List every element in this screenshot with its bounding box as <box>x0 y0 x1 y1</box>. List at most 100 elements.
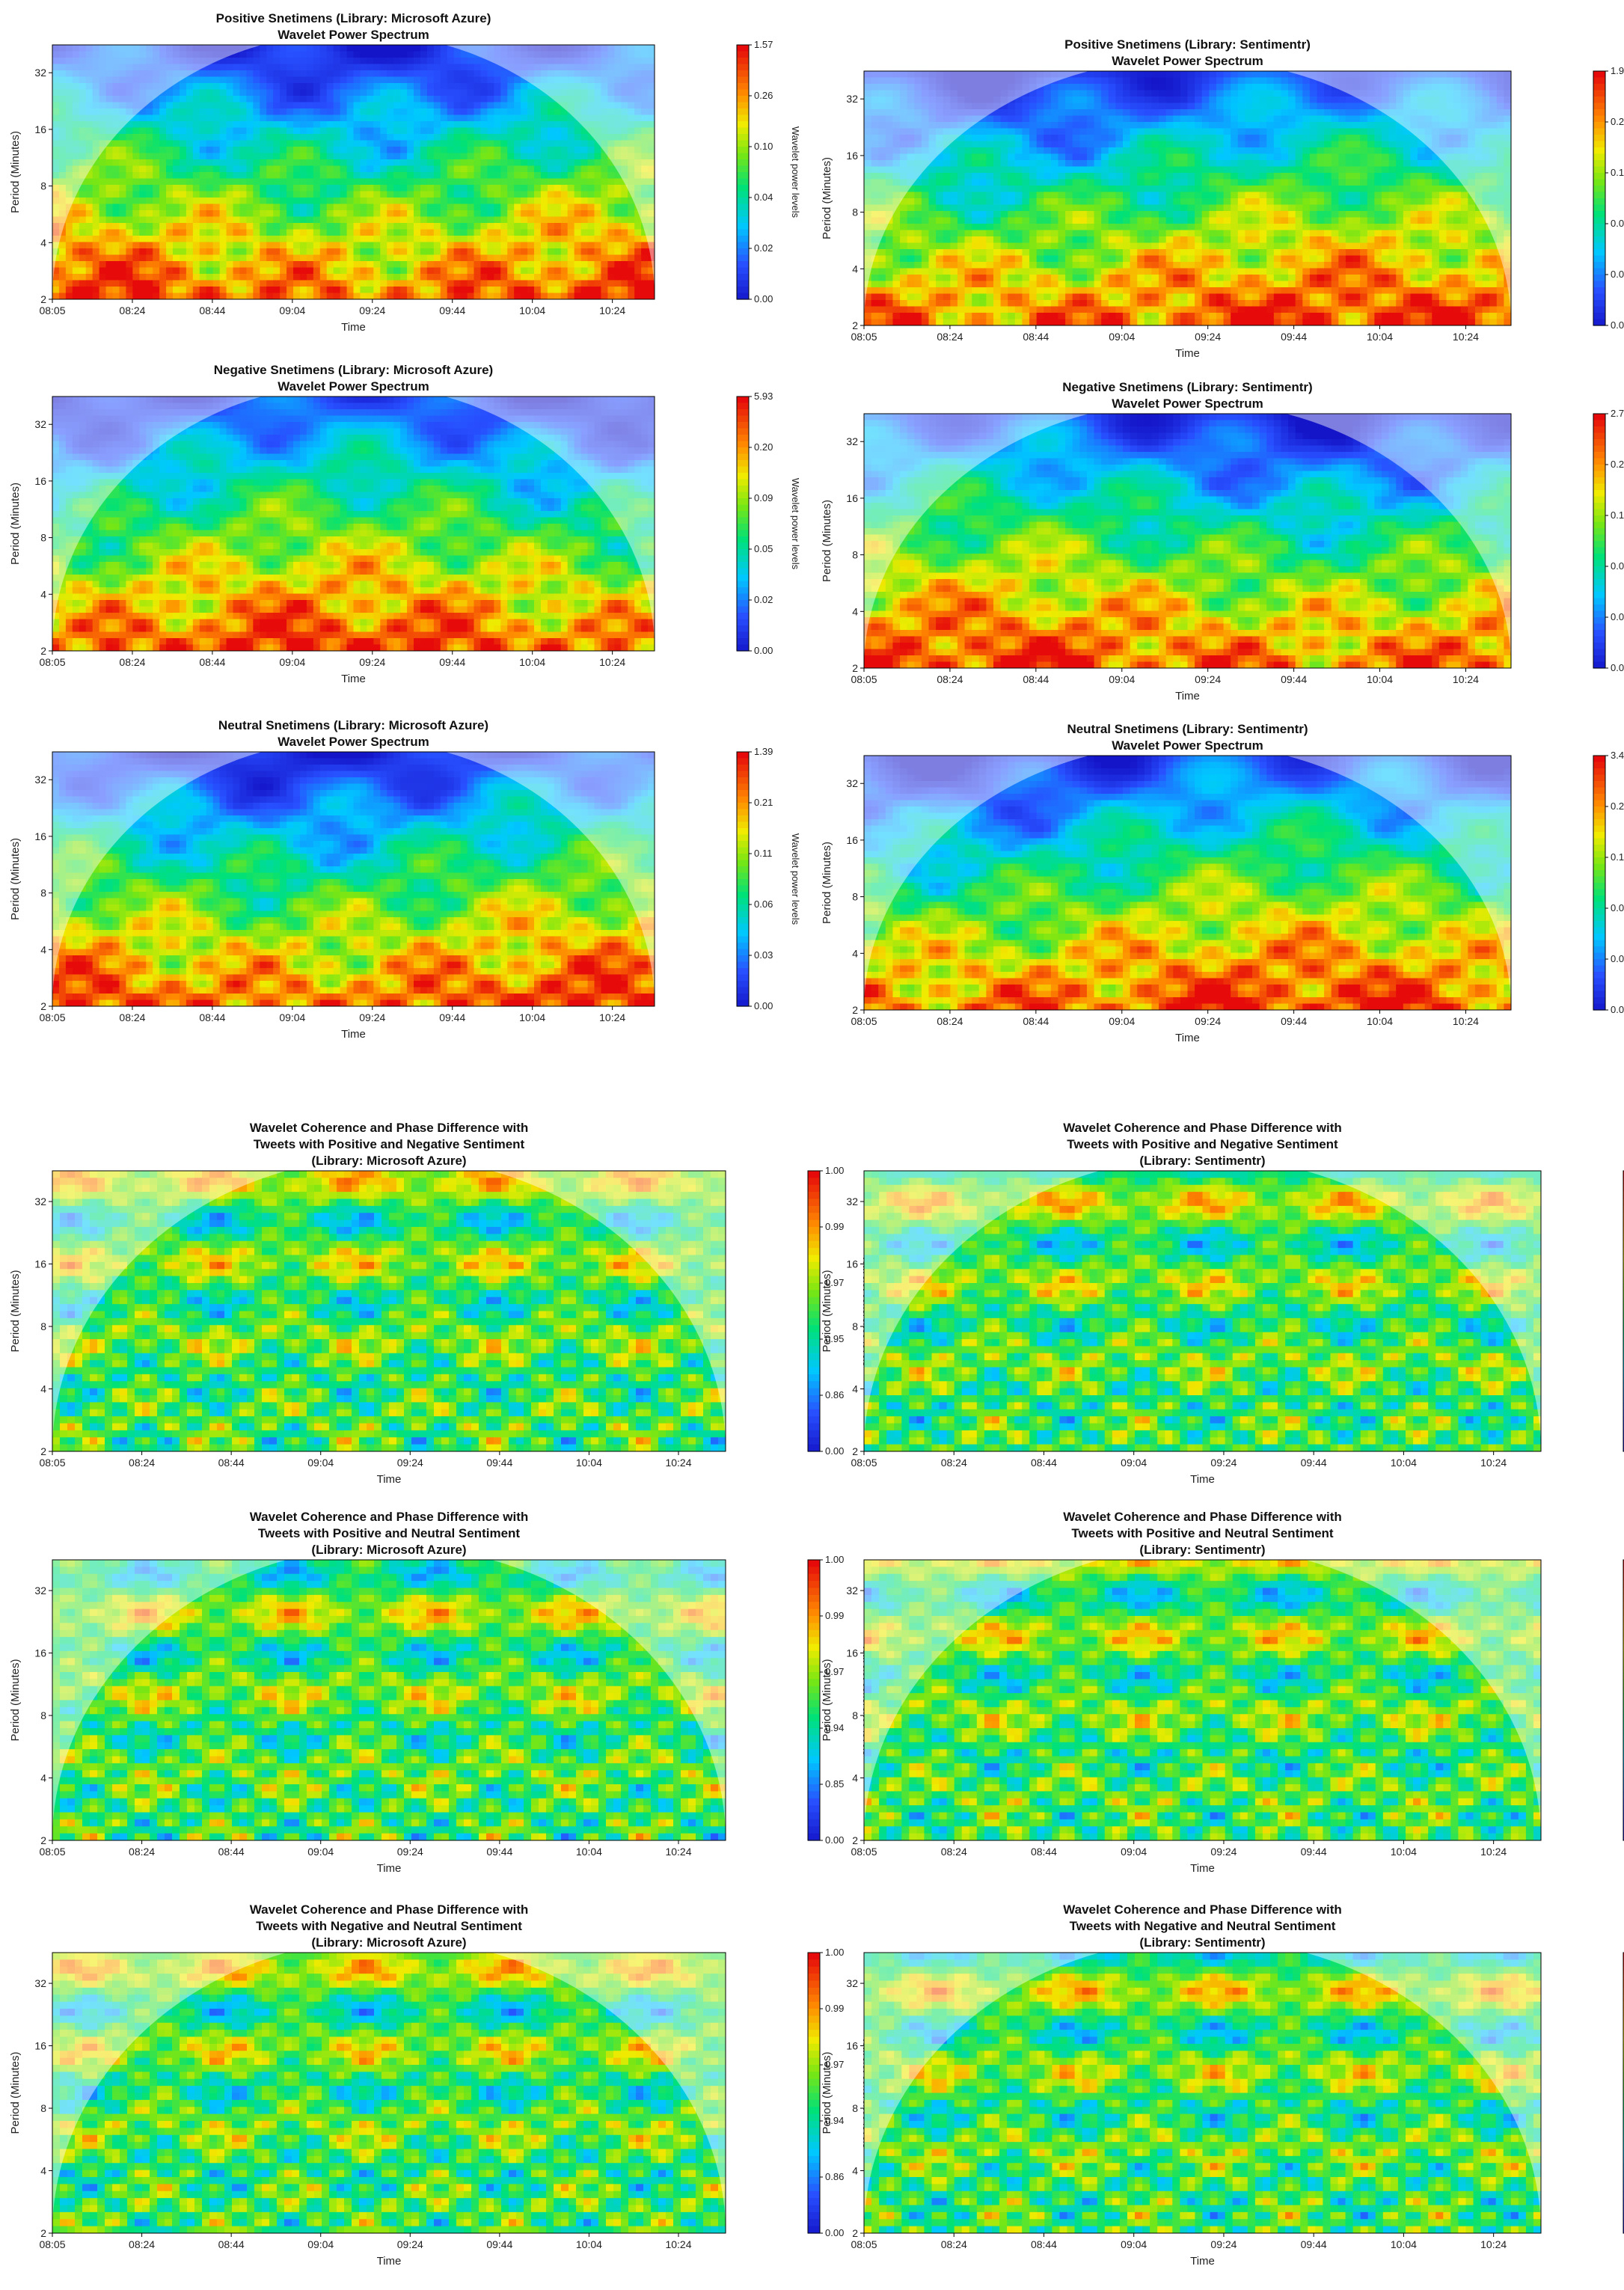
y-tick-label: 32 <box>846 777 858 789</box>
y-axis-label: Period (Minutes) <box>821 1659 833 1741</box>
x-tick-label: 10:24 <box>599 656 625 668</box>
x-tick-label: 09:44 <box>1301 2238 1327 2250</box>
x-tick-label: 10:24 <box>1453 673 1479 685</box>
x-tick-label: 09:24 <box>1195 1015 1221 1027</box>
x-tick-label: 09:24 <box>1195 673 1221 685</box>
x-tick-label: 09:04 <box>1121 1457 1147 1469</box>
chart-title: Tweets with Positive and Neutral Sentime… <box>1071 1526 1333 1540</box>
x-tick-label: 10:04 <box>576 2238 602 2250</box>
y-tick-label: 8 <box>852 1709 858 1721</box>
colorbar-tick-label: 0.99 <box>825 2003 844 2014</box>
colorbar-tick-label: 0.00 <box>1611 319 1624 331</box>
colorbar-tick-label: 0.02 <box>1611 953 1624 964</box>
x-tick-label: 08:05 <box>851 1846 877 1858</box>
chart-title: Tweets with Positive and Negative Sentim… <box>1067 1137 1338 1151</box>
y-tick-label: 32 <box>846 1585 858 1596</box>
y-tick-label: 2 <box>852 2227 858 2239</box>
colorbar-tick-label: 0.00 <box>825 1834 844 1846</box>
colorbar-tick-label: 0.00 <box>754 293 773 304</box>
x-tick-label: 10:24 <box>1480 2238 1507 2250</box>
x-tick-label: 10:24 <box>665 1846 691 1858</box>
y-tick-label: 2 <box>852 1834 858 1846</box>
y-tick-label: 16 <box>34 2040 46 2052</box>
y-tick-label: 16 <box>846 150 858 162</box>
x-tick-label: 10:24 <box>599 304 625 316</box>
colorbar-tick-label: 0.86 <box>825 1389 844 1400</box>
heatmap <box>52 1560 726 1840</box>
cone-of-influence <box>864 71 1511 325</box>
x-tick-label: 08:24 <box>119 656 145 668</box>
y-tick-label: 2 <box>40 2227 46 2239</box>
y-tick-label: 16 <box>34 1258 46 1270</box>
plot-frame <box>52 751 655 1007</box>
colorbar-tick-label: 0.04 <box>1611 902 1624 913</box>
y-tick-label: 32 <box>846 93 858 105</box>
colorbar <box>1623 1952 1624 2234</box>
chart-panel: Wavelet Coherence and Phase Difference w… <box>812 1889 1624 2286</box>
colorbar <box>1593 755 1606 1011</box>
chart-title: Tweets with Positive and Negative Sentim… <box>254 1137 525 1151</box>
y-tick-label: 4 <box>852 947 858 959</box>
colorbar-tick-label: 0.11 <box>754 848 772 859</box>
x-tick-label: 09:24 <box>1210 2238 1237 2250</box>
y-tick-label: 16 <box>846 492 858 504</box>
colorbar-tick-label: 0.03 <box>754 949 773 961</box>
x-tick-label: 09:04 <box>1109 673 1135 685</box>
wavelet-chart: Positive Snetimens (Library: Sentimentr)… <box>821 37 1624 360</box>
x-tick-label: 09:04 <box>279 656 305 668</box>
y-tick-label: 4 <box>852 1383 858 1395</box>
colorbar <box>736 396 750 652</box>
plot-frame <box>863 1170 1542 1452</box>
colorbar <box>1623 1559 1624 1841</box>
y-tick-label: 4 <box>40 236 46 248</box>
x-axis-label: Time <box>1175 690 1200 702</box>
x-tick-label: 09:44 <box>1301 1846 1327 1858</box>
x-tick-label: 08:24 <box>941 1457 967 1469</box>
x-tick-label: 08:24 <box>941 2238 967 2250</box>
chart-title: Wavelet Coherence and Phase Difference w… <box>1063 1121 1342 1135</box>
colorbar-tick-label: 5.93 <box>754 391 773 402</box>
y-axis-label: Period (Minutes) <box>9 1659 22 1741</box>
y-tick-label: 2 <box>852 662 858 674</box>
cone-of-influence <box>864 1560 1541 1840</box>
wavelet-chart: Wavelet Coherence and Phase Difference w… <box>821 1121 1624 1486</box>
x-tick-label: 09:44 <box>486 1846 512 1858</box>
y-tick-label: 4 <box>852 2165 858 2177</box>
plot-frame <box>52 1952 726 2234</box>
x-tick-label: 09:24 <box>397 1846 423 1858</box>
x-tick-label: 10:04 <box>576 1846 602 1858</box>
colorbar-tick-label: 0.05 <box>754 543 773 554</box>
y-tick-label: 32 <box>34 1585 46 1596</box>
x-axis-label: Time <box>341 321 366 334</box>
x-tick-label: 10:04 <box>1367 1015 1393 1027</box>
x-tick-label: 09:44 <box>1281 331 1307 343</box>
x-tick-label: 08:44 <box>1031 1846 1057 1858</box>
chart-title: Tweets with Negative and Neutral Sentime… <box>1070 1919 1336 1933</box>
y-tick-label: 8 <box>40 180 46 192</box>
y-tick-label: 32 <box>34 1195 46 1207</box>
plot-frame <box>52 1170 726 1452</box>
y-tick-label: 2 <box>40 1445 46 1457</box>
y-axis-label: Period (Minutes) <box>821 1270 833 1352</box>
colorbar-tick-label: 0.00 <box>754 1000 773 1011</box>
x-axis-label: Time <box>341 673 366 685</box>
x-tick-label: 08:05 <box>851 331 877 343</box>
chart-panel: Positive Snetimens (Library: Microsoft A… <box>0 0 808 344</box>
x-tick-label: 08:24 <box>129 2238 155 2250</box>
colorbar <box>1623 1170 1624 1452</box>
plot-frame <box>863 1559 1542 1841</box>
chart-panel: Wavelet Coherence and Phase Difference w… <box>0 1107 872 1496</box>
heatmap <box>864 414 1511 668</box>
chart-title: Wavelet Power Spectrum <box>278 28 429 42</box>
cone-of-influence <box>864 1953 1541 2233</box>
chart-title: Wavelet Power Spectrum <box>278 379 429 394</box>
x-tick-label: 10:04 <box>1367 331 1393 343</box>
y-tick-label: 2 <box>40 1000 46 1012</box>
colorbar-tick-label: 2.74 <box>1611 408 1624 419</box>
y-tick-label: 2 <box>40 645 46 657</box>
x-axis-label: Time <box>341 1028 366 1041</box>
cone-of-influence <box>864 1171 1541 1451</box>
x-tick-label: 08:44 <box>218 1457 245 1469</box>
y-tick-label: 4 <box>852 1772 858 1784</box>
chart-title: (Library: Sentimentr) <box>1139 1543 1265 1557</box>
